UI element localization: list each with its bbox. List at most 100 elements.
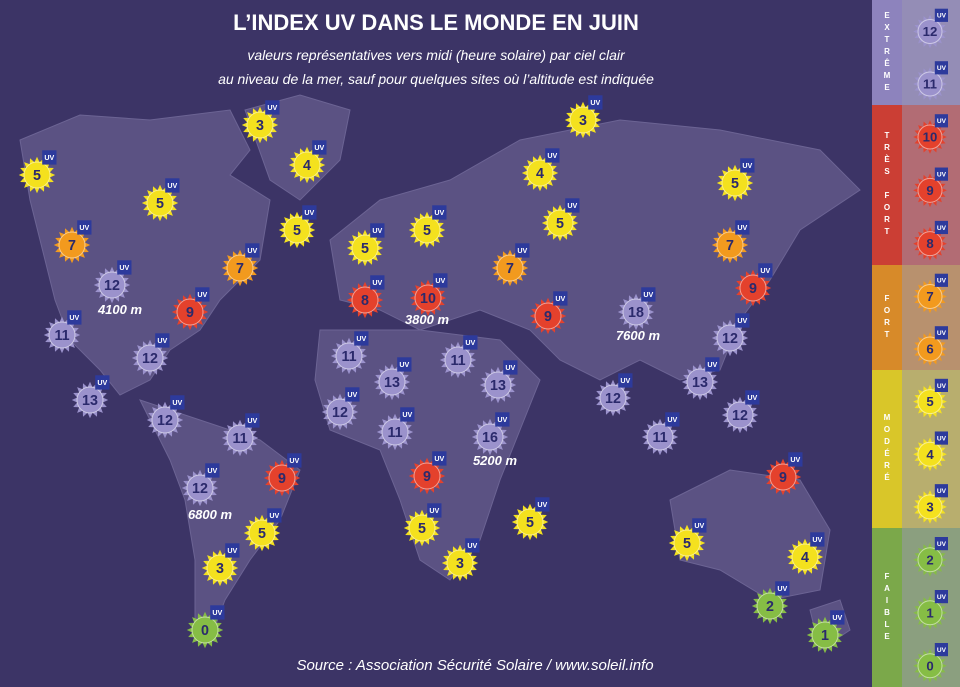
uv-badge-label: UV	[465, 339, 475, 347]
sun-disc	[186, 474, 214, 502]
sun-disc	[673, 529, 701, 557]
sun-disc	[48, 321, 76, 349]
legend-band	[872, 105, 902, 265]
sun-disc	[151, 406, 179, 434]
sun-disc	[381, 418, 409, 446]
sun-disc	[917, 336, 943, 362]
uv-badge	[735, 313, 750, 328]
uv-badge-label: UV	[289, 457, 299, 465]
uv-value: 12	[732, 408, 748, 424]
uv-badge	[934, 8, 948, 22]
uv-sun: 2 UV	[913, 537, 948, 577]
uv-value: 5	[423, 223, 431, 239]
uv-badge-label: UV	[737, 224, 747, 232]
uv-badge	[67, 310, 82, 325]
uv-sun: 16 UV	[471, 412, 510, 456]
sun-disc	[413, 462, 441, 490]
uv-sun: 12 UV	[146, 395, 185, 439]
uv-badge	[245, 413, 260, 428]
uv-badge-label: UV	[372, 279, 382, 287]
uv-value: 5	[293, 223, 301, 239]
uv-badge	[345, 387, 360, 402]
uv-sun: 4UV	[913, 431, 948, 472]
uv-badge-label: UV	[267, 104, 277, 112]
uv-badge	[117, 260, 132, 275]
uv-badge	[735, 220, 750, 235]
uv-badge	[302, 205, 317, 220]
uv-value: 4	[536, 166, 544, 182]
uv-sun: 9UV	[529, 291, 568, 335]
uv-badge-label: UV	[937, 330, 947, 337]
uv-badge	[934, 273, 948, 287]
sun-disc	[716, 324, 744, 352]
altitude-label: 4100 m	[97, 302, 143, 317]
uv-badge	[934, 326, 948, 340]
uv-badge	[354, 331, 369, 346]
uv-value: 9	[186, 305, 194, 321]
uv-value: 8	[361, 293, 369, 309]
uv-badge	[245, 243, 260, 258]
sun-disc	[917, 177, 943, 203]
uv-value: 11	[54, 328, 69, 344]
uv-badge-label: UV	[119, 264, 129, 272]
uv-sun: 13 UV	[373, 357, 412, 401]
uv-badge	[934, 431, 948, 445]
uv-value: 0	[201, 623, 209, 639]
uv-value: 3	[579, 113, 587, 129]
uv-badge	[432, 451, 447, 466]
uv-value: 12	[157, 413, 173, 429]
uv-sun: 9UV	[408, 451, 447, 495]
uv-sun: 3UV	[441, 538, 480, 582]
uv-badge-label: UV	[372, 227, 382, 235]
uv-badge	[745, 390, 760, 405]
uv-badge-label: UV	[643, 291, 653, 299]
uv-value: 1	[926, 605, 933, 620]
sun-disc	[917, 547, 943, 573]
uv-badge-label: UV	[567, 202, 577, 210]
uv-sun: 4UV	[786, 532, 825, 576]
sun-disc	[248, 519, 276, 547]
sun-disc	[226, 424, 254, 452]
uv-badge	[775, 581, 790, 596]
uv-sun: 5UV	[141, 178, 180, 222]
uv-badge-label: UV	[44, 154, 54, 162]
altitude-label: 6800 m	[188, 507, 233, 522]
uv-badge-label: UV	[435, 277, 445, 285]
sun-disc	[811, 621, 839, 649]
uv-badge	[740, 158, 755, 173]
uv-sun: 1 UV	[913, 590, 948, 630]
uv-sun: 10 UV	[913, 114, 948, 154]
uv-value: 12	[104, 278, 120, 294]
uv-sun: 3UV	[913, 484, 948, 524]
legend-band	[872, 528, 902, 687]
sun-disc	[917, 653, 943, 679]
uv-sun: 9UV	[734, 263, 773, 307]
uv-sun: 12 UV	[711, 313, 750, 357]
uv-badge	[641, 287, 656, 302]
uv-badge-label: UV	[247, 247, 257, 255]
legend-level: EXTRÊME	[882, 10, 892, 95]
uv-sun: 4UV	[521, 148, 560, 192]
uv-sun: 7UV	[221, 243, 260, 287]
uv-badge-label: UV	[937, 647, 947, 654]
continents	[19, 94, 861, 651]
sun-disc	[23, 161, 51, 189]
sun-disc	[98, 271, 126, 299]
uv-badge	[934, 484, 948, 498]
uv-value: 13	[384, 375, 400, 391]
uv-badge-label: UV	[79, 224, 89, 232]
sun-disc	[917, 600, 943, 626]
uv-value: 2	[766, 599, 774, 615]
uv-badge-label: UV	[937, 225, 947, 232]
uv-sun: 7UV	[711, 220, 750, 264]
sun-disc	[268, 464, 296, 492]
uv-badge	[170, 395, 185, 410]
uv-badge-label: UV	[356, 335, 366, 343]
uv-value: 3	[456, 556, 464, 572]
uv-sun: 5UV	[403, 503, 442, 547]
